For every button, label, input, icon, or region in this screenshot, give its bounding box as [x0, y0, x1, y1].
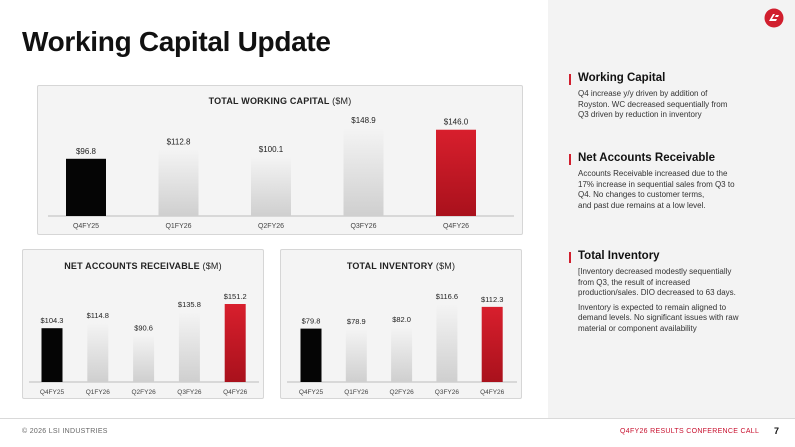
category-label: Q4FY26: [480, 389, 505, 396]
bar-q4fy25: [41, 328, 63, 382]
data-label: $79.8: [302, 317, 321, 326]
bar-q1fy26: [345, 329, 367, 382]
data-label: $148.9: [351, 116, 376, 125]
inventory-chart-panel: TOTAL INVENTORY ($M) $79.8 Q4FY25 $78.9 Q1F…: [280, 249, 522, 399]
section-accent-bar: [569, 252, 571, 263]
inventory-chart-title: TOTAL INVENTORY ($M): [281, 261, 521, 271]
category-label: Q3FY26: [435, 389, 460, 396]
data-label: $82.0: [392, 315, 411, 324]
chart-unit-text: ($M): [332, 96, 352, 106]
bar-q4fy25: [300, 328, 322, 382]
data-label: $135.8: [178, 300, 201, 309]
data-label: $146.0: [444, 118, 469, 127]
chart-title-text: TOTAL INVENTORY: [346, 261, 434, 271]
accounts-receivable-chart: $104.3 Q4FY25 $114.8 Q1FY26 $90.6 Q2FY26 $135.…: [29, 292, 259, 396]
section-text: [Inventory decreased modestly sequential…: [578, 267, 736, 297]
footer-event: Q4FY26 RESULTS CONFERENCE CALL: [620, 428, 760, 435]
chart-title-text: NET ACCOUNTS RECEIVABLE: [64, 261, 200, 271]
footer-copyright: © 2026 LSI INDUSTRIES: [22, 428, 108, 435]
accounts-receivable-section: Net Accounts Receivable Accounts Receiva…: [569, 152, 778, 211]
data-label: $116.6: [436, 292, 458, 301]
section-title: Working Capital: [578, 72, 666, 84]
bar-q4fy26: [224, 304, 246, 382]
data-label: $114.8: [87, 311, 109, 320]
chart-title-text: TOTAL WORKING CAPITAL: [208, 96, 330, 106]
category-label: Q2FY26: [258, 223, 284, 230]
section-title: Total Inventory: [578, 250, 660, 262]
category-label: Q4FY25: [73, 223, 99, 230]
chart-unit-text: ($M): [435, 261, 456, 271]
lsi-logo-icon: [764, 8, 784, 28]
category-label: Q1FY26: [165, 223, 191, 230]
bar-q1fy26: [158, 149, 199, 216]
bar-q2fy26: [133, 335, 155, 382]
category-label: Q1FY26: [86, 389, 111, 396]
bar-q4fy26: [436, 129, 476, 216]
data-label: $112.3: [481, 295, 503, 304]
page-title: Working Capital Update: [22, 26, 331, 57]
accounts-receivable-chart-title: NET ACCOUNTS RECEIVABLE ($M): [23, 261, 263, 271]
category-label: Q4FY26: [223, 389, 248, 396]
section-accent-bar: [569, 154, 571, 165]
category-label: Q2FY26: [389, 389, 414, 396]
category-label: Q4FY25: [40, 389, 65, 396]
working-capital-chart-panel: TOTAL WORKING CAPITAL ($M) $96.8 Q4FY25 $1…: [37, 85, 523, 235]
bar-q3fy26: [178, 311, 200, 382]
category-label: Q4FY25: [299, 389, 324, 396]
bar-q4fy26: [481, 306, 503, 382]
data-label: $100.1: [259, 145, 284, 154]
section-accent-bar: [569, 74, 571, 85]
category-label: Q3FY26: [177, 389, 202, 396]
chart-unit-text: ($M): [202, 261, 222, 271]
accounts-receivable-chart-panel: NET ACCOUNTS RECEIVABLE ($M) $104.3 Q4FY2…: [22, 249, 264, 399]
category-label: Q2FY26: [131, 389, 156, 396]
commentary-panel: [548, 0, 795, 418]
bar-q4fy25: [66, 158, 106, 216]
category-label: Q4FY26: [443, 223, 469, 230]
data-label: $151.2: [224, 292, 247, 301]
working-capital-section: Working Capital Q4 increase y/y driven b…: [569, 72, 778, 121]
section-text-secondary: Inventory is expected to remain aligned …: [578, 302, 739, 333]
inventory-chart: $79.8 Q4FY25 $78.9 Q1FY26 $82.0 Q2FY26 $116.6 Q…: [287, 292, 517, 396]
footer-divider: [0, 418, 795, 419]
data-label: $104.3: [41, 316, 64, 325]
category-label: Q3FY26: [350, 223, 376, 230]
section-title: Net Accounts Receivable: [578, 152, 715, 164]
bar-q3fy26: [436, 304, 458, 382]
bar-q1fy26: [87, 322, 109, 382]
data-label: $78.9: [347, 317, 366, 326]
data-label: $112.8: [167, 137, 191, 146]
section-text: Accounts Receivable increased due to the…: [578, 169, 735, 210]
page-number: 7: [774, 426, 780, 436]
bar-q3fy26: [343, 128, 384, 216]
inventory-section: Total Inventory [Inventory decreased mod…: [569, 250, 778, 334]
data-label: $90.6: [134, 323, 153, 332]
working-capital-chart-title: TOTAL WORKING CAPITAL ($M): [38, 96, 522, 106]
section-text: Q4 increase y/y driven by addition of Ro…: [578, 89, 728, 119]
data-label: $96.8: [76, 147, 97, 156]
working-capital-chart: $96.8 Q4FY25 $112.8 Q1FY26 $100.1 Q2FY26 $148.…: [48, 116, 514, 230]
bar-q2fy26: [391, 327, 413, 382]
category-label: Q1FY26: [344, 389, 369, 396]
bar-q2fy26: [251, 156, 291, 216]
